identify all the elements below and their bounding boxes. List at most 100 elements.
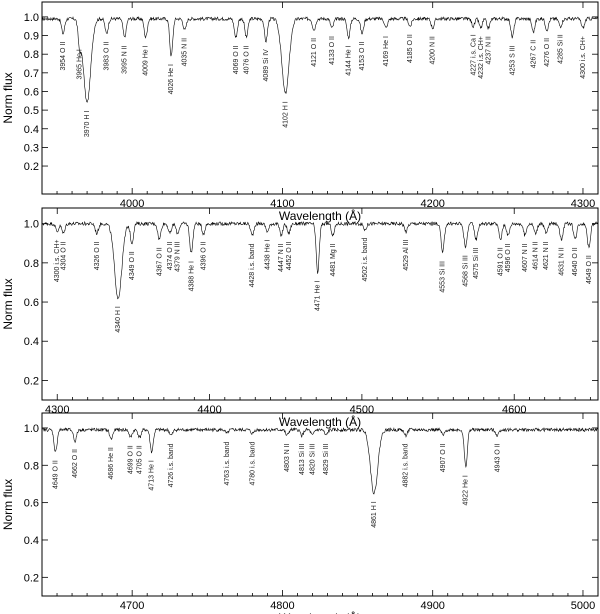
- line-id-label: 4253 S III: [509, 45, 516, 75]
- y-tick-label: 0.8: [24, 460, 39, 472]
- line-id-label: 4438 He I: [264, 239, 271, 269]
- line-id-label: 4607 N II: [522, 243, 529, 271]
- line-id-label: 4481 Mg II: [330, 243, 337, 276]
- x-tick-label: 4100: [270, 198, 294, 210]
- line-id-label: 4529 Al III: [403, 239, 410, 270]
- spectrum-line: [41, 427, 599, 495]
- y-axis-label: Norm flux: [1, 479, 15, 530]
- y-tick-label: 0.2: [24, 161, 39, 173]
- y-tick-label: 0.3: [24, 142, 39, 154]
- line-id-label: 4640 O II: [572, 247, 579, 276]
- spectrum-line: [41, 220, 598, 300]
- line-id-label: 4882 i.s. band: [403, 443, 410, 487]
- spectrum-panel-1: 4000 4100 4200 4300 0.2 0.3 0.4 0.5 0.6 0.7 0.8 0.9…: [1, 1, 599, 223]
- x-tick-label: 5000: [571, 600, 595, 612]
- line-id-label: 4820 Si III: [309, 443, 316, 475]
- line-id-label: 4144 He I: [346, 45, 353, 75]
- line-id-label: 4300 i.s. CH+: [580, 36, 587, 79]
- x-tick-label: 4600: [502, 404, 526, 416]
- y-tick-label: 0.8: [24, 258, 39, 270]
- x-tick-label: 4700: [120, 600, 144, 612]
- line-id-label: 4471 He I: [315, 281, 322, 311]
- line-id-label: 4813 Si III: [299, 443, 306, 475]
- line-id-label: 4340 H I: [115, 306, 122, 333]
- line-id-label: 4396 O II: [200, 241, 207, 270]
- line-id-label: 4705 O II: [137, 445, 144, 474]
- line-id-label: 4285 Si II: [557, 34, 564, 64]
- line-id-label: 4237 N II: [485, 36, 492, 64]
- line-id-label: 4943 O II: [494, 443, 501, 472]
- line-id-label: 4428 i.s. band: [249, 243, 256, 287]
- y-tick-label: 0.9: [24, 31, 39, 43]
- line-id-label: 4591 O II: [498, 247, 505, 276]
- line-id-label: 4076 O II: [243, 45, 250, 74]
- line-id-label: 4349 O II: [129, 251, 136, 280]
- y-tick-label: 0.6: [24, 86, 39, 98]
- line-id-label: 3954 O II: [60, 42, 67, 71]
- y-tick-label: 0.8: [24, 49, 39, 61]
- line-id-label: 4200 N II: [430, 36, 437, 64]
- line-id-label: 4662 O II: [72, 449, 79, 478]
- y-tick-label: 1.0: [24, 12, 39, 24]
- plot-frame: [41, 412, 599, 597]
- line-id-label: 4009 He I: [143, 45, 150, 75]
- line-id-label: 4686 He II: [108, 447, 115, 479]
- line-id-label: 4227 i.s. Ca I: [470, 34, 477, 75]
- line-id-label: 4169 He I: [383, 36, 390, 66]
- line-id-label: 4699 O II: [128, 445, 135, 474]
- line-id-label: 4596 O II: [505, 243, 512, 272]
- line-id-label: 4367 O II: [156, 247, 163, 276]
- line-id-label: 3970 H I: [84, 111, 91, 138]
- line-id-label: 4300 i.s. CH+: [54, 240, 61, 283]
- plot-frame: [41, 1, 599, 195]
- x-axis-label: Wavelength (Å): [279, 610, 361, 614]
- line-id-label: 3983 O II: [104, 42, 111, 71]
- y-tick-label: 0.2: [24, 375, 39, 387]
- line-id-label: 4614 N II: [533, 241, 540, 269]
- y-tick-label: 0.4: [24, 535, 39, 547]
- y-axis-label: Norm flux: [1, 72, 15, 123]
- line-id-label: 4763 i.s. band: [224, 441, 231, 485]
- x-axis-label: Wavelength (Å): [279, 208, 361, 223]
- line-id-label: 4185 O II: [407, 34, 414, 63]
- x-tick-label: 4000: [120, 198, 144, 210]
- y-tick-label: 0.2: [24, 572, 39, 584]
- x-tick-label: 4300: [571, 198, 595, 210]
- line-id-label: 4568 Si III: [462, 255, 469, 287]
- spectrum-panel-2: 4300 4400 4500 46000.20.40.60.81.0Wavelengt…: [1, 207, 599, 429]
- line-id-label: 4267 C II: [530, 40, 537, 68]
- line-id-label: 4121 O II: [311, 38, 318, 67]
- line-id-label: 4631 N II: [558, 247, 565, 275]
- line-id-label: 4153 O II: [359, 42, 366, 71]
- y-tick-label: 1.0: [24, 423, 39, 435]
- y-tick-label: 0.6: [24, 498, 39, 510]
- line-id-label: 4553 Si III: [440, 261, 447, 293]
- line-id-label: 3965 He I: [77, 49, 84, 79]
- line-id-label: 4388 He I: [188, 261, 195, 291]
- x-tick-label: 4200: [420, 198, 444, 210]
- x-tick-label: 4800: [270, 600, 294, 612]
- plot-frame: [41, 207, 599, 401]
- line-id-label: 4649 O II: [53, 460, 60, 489]
- line-id-label: 4713 He I: [149, 460, 156, 490]
- line-id-label: 4326 O II: [94, 241, 101, 270]
- y-tick-label: 0.5: [24, 105, 39, 117]
- line-id-label: 3995 N II: [122, 45, 129, 73]
- line-id-label: 4649 O II: [586, 255, 593, 284]
- line-id-label: 4621 N II: [543, 241, 550, 269]
- x-tick-label: 4900: [420, 600, 444, 612]
- y-tick-label: 0.7: [24, 68, 39, 80]
- line-id-label: 4447 N II: [278, 243, 285, 271]
- line-id-label: 4780 i.s. band: [249, 441, 256, 485]
- y-tick-label: 0.4: [24, 336, 39, 348]
- line-id-label: 4452 O II: [286, 241, 293, 270]
- y-tick-label: 0.4: [24, 124, 39, 136]
- line-id-label: 4026 He I: [168, 64, 175, 94]
- line-id-label: 4276 O II: [544, 38, 551, 67]
- line-id-label: 4907 O II: [440, 443, 447, 472]
- line-id-label: 4575 Si III: [473, 247, 480, 279]
- line-id-label: 4035 N II: [182, 38, 189, 66]
- line-id-label: 4829 Si III: [323, 443, 330, 475]
- line-id-label: 4803 N II: [284, 443, 291, 471]
